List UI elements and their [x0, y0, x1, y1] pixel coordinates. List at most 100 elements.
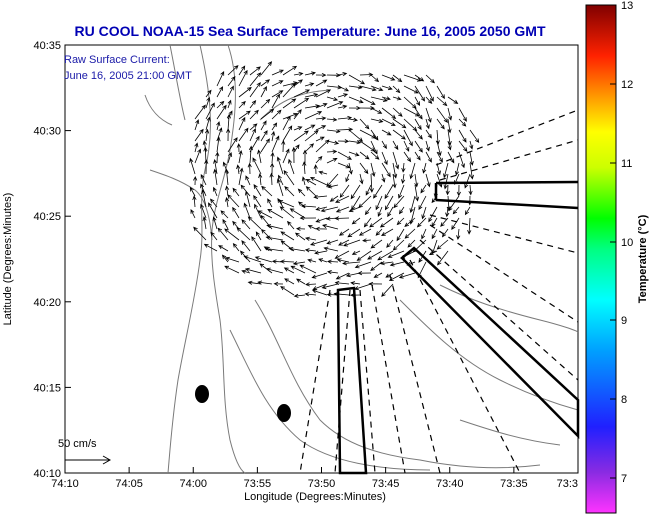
current-vector [315, 155, 323, 164]
current-vector [225, 196, 230, 208]
current-vector [280, 240, 295, 252]
current-vector [238, 65, 246, 76]
current-vector [381, 283, 394, 297]
current-vector [210, 198, 218, 208]
colorbar-tick-label: 11 [621, 158, 632, 170]
current-vector [227, 65, 239, 76]
current-vector [375, 195, 383, 211]
current-vector [373, 184, 383, 199]
current-vector [225, 185, 230, 197]
current-vector [384, 184, 394, 200]
current-vector [359, 96, 376, 105]
current-vector [201, 189, 207, 208]
current-vector [190, 208, 196, 219]
current-vector [368, 281, 383, 286]
current-vector [348, 85, 363, 90]
current-vector [347, 228, 361, 238]
current-vector [241, 240, 251, 252]
current-vector [404, 217, 416, 227]
current-vector [313, 164, 318, 175]
current-vector [243, 202, 251, 219]
current-vector [381, 85, 393, 91]
current-vector [202, 216, 207, 230]
y-tick-label: 40:35 [33, 40, 61, 52]
current-vector [425, 118, 430, 130]
current-vector [249, 123, 258, 131]
current-vector [271, 90, 284, 98]
current-vector [271, 93, 280, 109]
current-vector [194, 142, 199, 153]
current-vector [392, 151, 400, 170]
current-vector [258, 173, 263, 186]
current-vector [359, 129, 377, 139]
current-vector [464, 173, 471, 189]
x-axis-label: Longitude (Degrees:Minutes) [244, 491, 386, 503]
current-vector [359, 85, 377, 92]
current-vector [436, 118, 445, 130]
current-vector [425, 140, 430, 152]
current-vector [414, 129, 423, 140]
current-vector [381, 151, 388, 166]
current-vector [296, 278, 306, 285]
current-vector [348, 151, 360, 157]
current-vector [327, 184, 339, 189]
current-vector [345, 272, 361, 278]
current-vector [351, 217, 361, 225]
current-vector [458, 118, 467, 127]
current-vector [260, 61, 273, 76]
current-vector [416, 217, 427, 228]
current-vector [377, 206, 383, 217]
current-vector [373, 272, 383, 278]
current-vector [289, 208, 306, 219]
current-vector [282, 148, 290, 164]
y-tick-label: 40:20 [33, 297, 61, 309]
current-vector [436, 107, 448, 124]
current-vector [381, 173, 386, 183]
current-vector [247, 216, 262, 230]
current-vector [422, 162, 427, 174]
current-vector [414, 140, 423, 153]
current-vector [458, 140, 468, 152]
x-tick-label: 73:45 [372, 478, 400, 490]
x-tick-label: 73:40 [436, 478, 464, 490]
current-vector [205, 116, 211, 131]
current-vector [265, 246, 284, 252]
current-vector [203, 243, 218, 252]
current-vector [381, 107, 397, 119]
current-vector [189, 186, 196, 197]
current-vector [425, 173, 431, 188]
current-vector [377, 250, 394, 261]
current-vector [245, 175, 251, 186]
current-vector [248, 145, 253, 164]
current-vector [205, 89, 212, 98]
current-vector [392, 173, 397, 189]
buoy-marker-1 [195, 385, 209, 403]
current-vector [369, 217, 383, 228]
current-vector [469, 151, 474, 166]
current-vector [348, 140, 362, 145]
current-vector [260, 85, 267, 98]
current-vector [293, 126, 303, 131]
current-vector [336, 258, 350, 263]
current-vector [257, 149, 262, 164]
current-vector [260, 138, 270, 153]
current-vector [299, 215, 317, 221]
current-vector [323, 246, 339, 252]
current-vector [351, 250, 361, 255]
current-vector [238, 127, 249, 142]
current-vector [401, 162, 406, 173]
x-tick-label: 74:10 [51, 478, 79, 490]
current-vector [370, 151, 380, 160]
current-vector [431, 228, 438, 240]
current-vector [403, 118, 418, 132]
current-vector [216, 136, 221, 153]
current-vector [222, 161, 229, 175]
current-vector [238, 110, 251, 120]
current-vector [392, 239, 405, 251]
current-vector [244, 190, 251, 208]
current-vector [425, 96, 433, 104]
figure-title: RU COOL NOAA-15 Sea Surface Temperature:… [75, 23, 546, 39]
current-vector [291, 146, 296, 164]
current-vector [414, 85, 425, 102]
current-vector [301, 176, 306, 186]
